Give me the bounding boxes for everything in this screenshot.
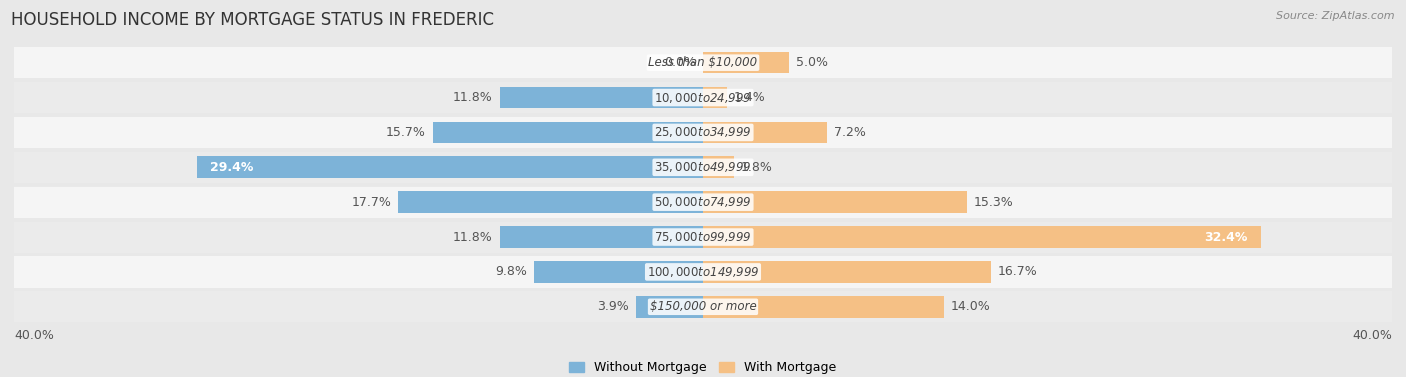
Text: $100,000 to $149,999: $100,000 to $149,999 [647, 265, 759, 279]
Bar [14, 117, 1392, 148]
Text: 15.7%: 15.7% [385, 126, 426, 139]
Bar [703, 122, 827, 143]
Bar [14, 152, 1392, 183]
Bar [499, 87, 703, 108]
Text: 9.8%: 9.8% [495, 265, 527, 278]
Bar [703, 261, 991, 283]
Bar [14, 82, 1392, 113]
Text: 14.0%: 14.0% [950, 300, 991, 313]
Text: 1.4%: 1.4% [734, 91, 766, 104]
Bar [14, 221, 1392, 253]
Bar [703, 192, 966, 213]
Text: 3.9%: 3.9% [598, 300, 628, 313]
Text: 7.2%: 7.2% [834, 126, 866, 139]
Bar [197, 156, 703, 178]
Text: HOUSEHOLD INCOME BY MORTGAGE STATUS IN FREDERIC: HOUSEHOLD INCOME BY MORTGAGE STATUS IN F… [11, 11, 495, 29]
Text: 1.8%: 1.8% [741, 161, 773, 174]
Text: $35,000 to $49,999: $35,000 to $49,999 [654, 160, 752, 174]
Text: Less than $10,000: Less than $10,000 [648, 56, 758, 69]
Text: 11.8%: 11.8% [453, 231, 494, 244]
Bar [534, 261, 703, 283]
Text: 29.4%: 29.4% [211, 161, 253, 174]
Text: $50,000 to $74,999: $50,000 to $74,999 [654, 195, 752, 209]
Bar [14, 291, 1392, 322]
Bar [703, 226, 1261, 248]
Bar [703, 296, 945, 317]
Bar [499, 226, 703, 248]
Text: 16.7%: 16.7% [997, 265, 1038, 278]
Legend: Without Mortgage, With Mortgage: Without Mortgage, With Mortgage [564, 356, 842, 377]
Bar [703, 156, 734, 178]
Text: 15.3%: 15.3% [973, 196, 1014, 208]
Bar [703, 52, 789, 74]
Bar [433, 122, 703, 143]
Text: 32.4%: 32.4% [1204, 231, 1247, 244]
Bar [14, 256, 1392, 288]
Bar [14, 187, 1392, 218]
Text: 0.0%: 0.0% [664, 56, 696, 69]
Text: 17.7%: 17.7% [352, 196, 391, 208]
Text: 5.0%: 5.0% [796, 56, 828, 69]
Text: 40.0%: 40.0% [1353, 329, 1392, 342]
Text: $10,000 to $24,999: $10,000 to $24,999 [654, 90, 752, 104]
Bar [14, 47, 1392, 78]
Text: 40.0%: 40.0% [14, 329, 53, 342]
Text: Source: ZipAtlas.com: Source: ZipAtlas.com [1277, 11, 1395, 21]
Bar [636, 296, 703, 317]
Text: $75,000 to $99,999: $75,000 to $99,999 [654, 230, 752, 244]
Text: $25,000 to $34,999: $25,000 to $34,999 [654, 126, 752, 139]
Text: 11.8%: 11.8% [453, 91, 494, 104]
Bar [398, 192, 703, 213]
Text: $150,000 or more: $150,000 or more [650, 300, 756, 313]
Bar [703, 87, 727, 108]
